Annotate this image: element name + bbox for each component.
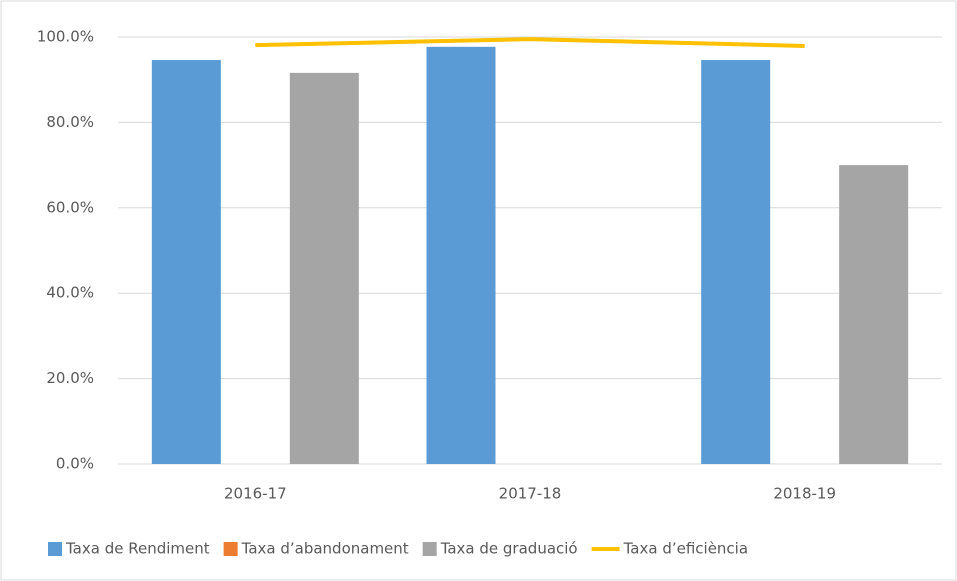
x-tick-label: 2017-18: [499, 485, 562, 503]
x-tick-label: 2016-17: [224, 485, 287, 503]
bar: [151, 60, 221, 465]
bar: [839, 165, 909, 464]
legend-label: Taxa d’eficiència: [623, 540, 748, 558]
bar: [701, 60, 771, 465]
y-tick-label: 80.0%: [46, 113, 94, 131]
legend-label: Taxa de graduació: [440, 540, 578, 558]
legend-swatch: [48, 542, 62, 556]
y-tick-label: 40.0%: [46, 284, 94, 302]
legend-label: Taxa d’abandonament: [241, 540, 409, 558]
x-tick-label: 2018-19: [773, 485, 836, 503]
y-tick-label: 100.0%: [37, 28, 94, 46]
y-tick-label: 60.0%: [46, 198, 94, 216]
bar: [289, 72, 359, 465]
y-tick-label: 20.0%: [46, 369, 94, 387]
y-tick-label: 0.0%: [56, 455, 94, 473]
legend-swatch: [223, 542, 238, 556]
legend-swatch: [422, 542, 437, 556]
bar: [426, 46, 496, 465]
legend-label: Taxa de Rendiment: [65, 540, 210, 558]
line: [255, 37, 805, 48]
